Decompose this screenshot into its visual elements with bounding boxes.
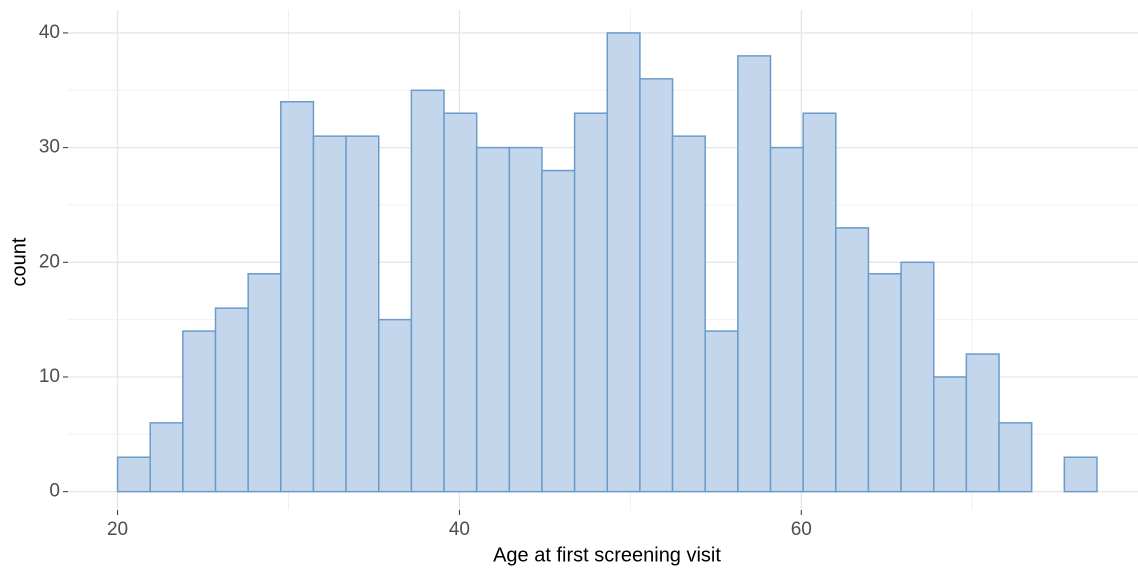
bar [541,169,576,493]
y-axis-label: count [8,237,30,286]
bar [377,318,413,493]
bar [998,422,1033,493]
bar [867,273,902,493]
bar [606,32,641,493]
bar [149,422,184,493]
x-tick-label: 40 [449,519,470,540]
bar [573,112,609,493]
bar [932,376,968,493]
bar [737,55,772,493]
bar [410,89,445,493]
y-tick-label: 30 [39,137,60,158]
bar [1063,456,1098,493]
bar [247,273,282,493]
bar [802,112,837,493]
y-tick-label: 20 [39,251,60,272]
x-tick-label: 20 [107,519,128,540]
x-axis-label: Age at first screening visit [493,544,721,566]
y-tick-label: 10 [39,366,60,387]
bar [508,146,543,493]
bar [345,135,380,493]
bar [116,456,151,493]
bar [965,353,1000,493]
bar [671,135,706,493]
y-tick-label: 0 [49,481,60,502]
bar [835,227,870,493]
bar [182,330,217,493]
bar [312,135,347,493]
bar [443,112,478,493]
x-tick-label: 60 [791,519,812,540]
y-tick-label: 40 [39,22,60,43]
bar [214,307,249,493]
bar [769,146,804,493]
bar [639,78,674,493]
bar [900,261,935,493]
bar [280,100,315,493]
bar [704,330,739,493]
bar [475,146,511,493]
